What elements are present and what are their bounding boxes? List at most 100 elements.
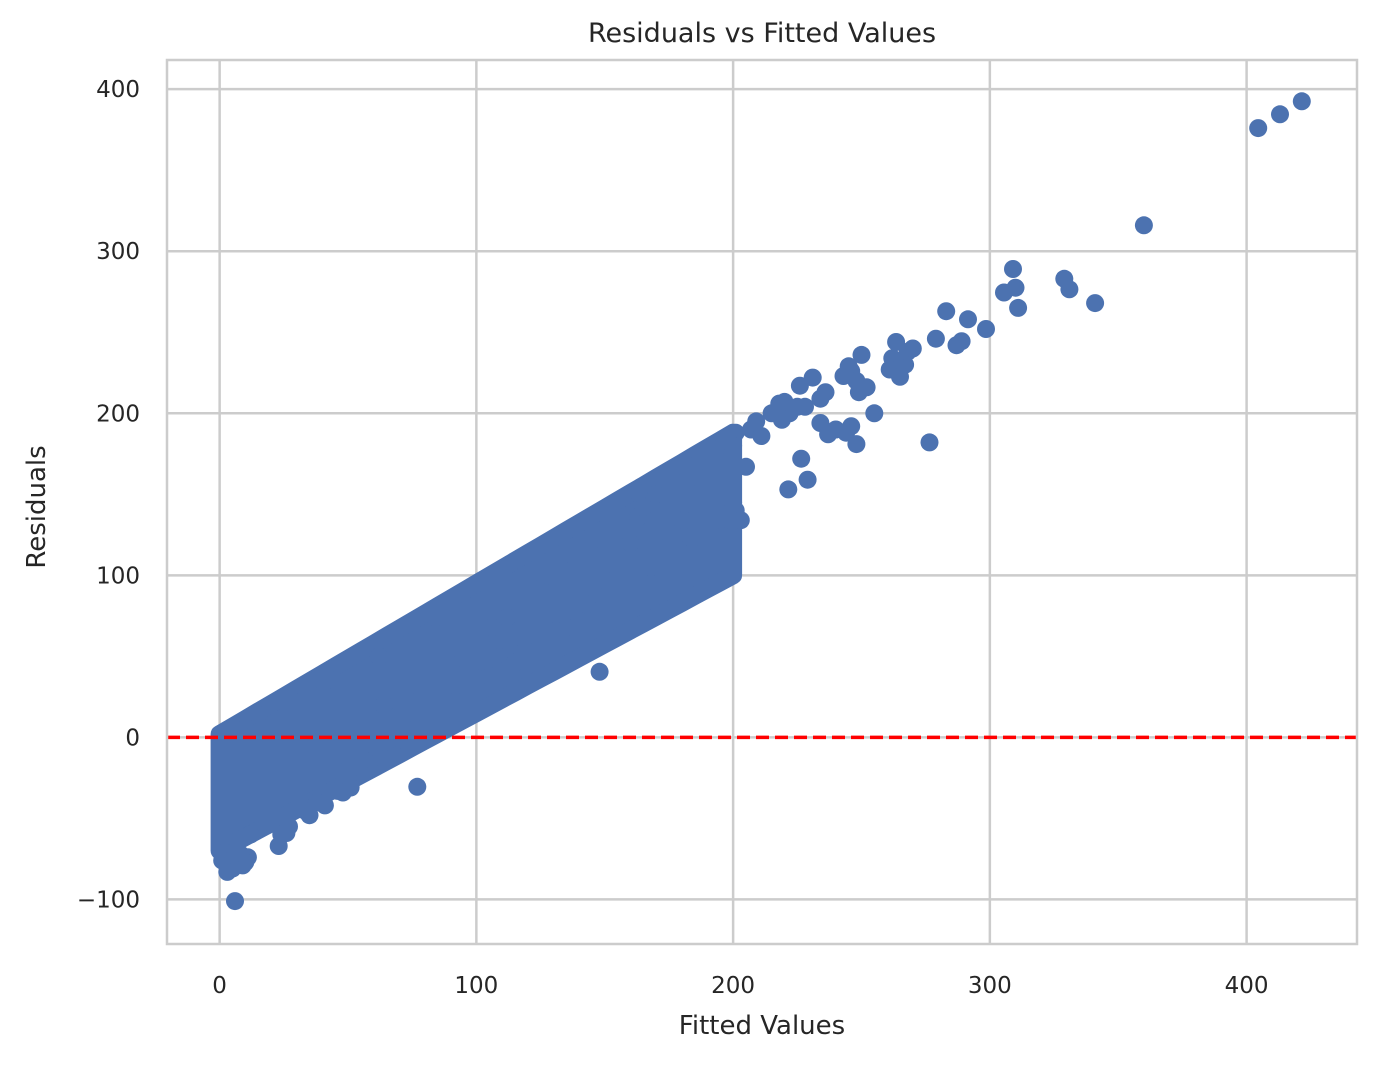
x-axis-title: Fitted Values (679, 1011, 845, 1041)
scatter-point (446, 676, 465, 695)
scatter-point (500, 555, 519, 573)
residual-band (210, 423, 743, 860)
scatter-point (590, 662, 609, 681)
x-tick-labels: 0 100 200 300 400 (212, 973, 1268, 999)
scatter-point (711, 452, 730, 471)
scatter-point (547, 605, 565, 624)
scatter-point (480, 666, 499, 685)
scatter-point (847, 371, 866, 390)
scatter-point (374, 696, 393, 714)
y-tick-label: 100 (96, 563, 140, 589)
y-tick-labels: −100 0 100 200 300 400 (77, 77, 140, 913)
scatter-point (724, 493, 743, 512)
scatter-point (796, 397, 814, 416)
scatter-point (798, 470, 817, 489)
scatter-point (847, 435, 866, 454)
scatter-point (677, 456, 696, 475)
scatter-point (308, 793, 327, 812)
scatter-point (779, 480, 798, 499)
scatter-point (436, 636, 455, 654)
scatter-point (336, 762, 355, 781)
scatter-point (213, 851, 232, 870)
scatter-point (634, 498, 653, 517)
scatter-point (1249, 119, 1268, 138)
scatter-point (326, 671, 345, 690)
scatter-point (426, 608, 445, 627)
x-tick-label: 100 (454, 973, 498, 999)
x-tick-label: 0 (212, 973, 227, 999)
scatter-point (662, 501, 681, 520)
scatter-point (1004, 260, 1022, 278)
scatter-point (1009, 298, 1028, 317)
scatter-point (926, 329, 945, 348)
scatter-point (920, 433, 939, 452)
scatter-point (482, 618, 501, 637)
scatter-point (852, 345, 871, 364)
scatter-point (595, 571, 614, 590)
scatter-point (557, 618, 576, 637)
scatter-point (359, 666, 378, 685)
scatter-point (652, 469, 671, 488)
scatter-point (649, 538, 668, 557)
y-tick-label: −100 (77, 887, 140, 913)
scatter-point (531, 579, 550, 598)
x-tick-label: 300 (968, 973, 1012, 999)
scatter-point (577, 512, 596, 531)
scatter-point (952, 332, 971, 351)
scatter-point (408, 777, 427, 796)
scatter-point (441, 655, 460, 674)
scatter-point (526, 543, 545, 562)
scatter-point (431, 683, 450, 701)
scatter-point (585, 546, 604, 565)
scatter-point (390, 721, 409, 740)
chart-title: Residuals vs Fitted Values (588, 18, 936, 49)
scatter-point (475, 574, 494, 593)
scatter-point (1292, 92, 1311, 111)
scatter-point (701, 506, 719, 525)
scatter-point (657, 561, 676, 580)
scatter-point (567, 555, 586, 573)
scatter-point (285, 692, 304, 711)
scatter-point (629, 483, 648, 502)
scatter-point (647, 485, 666, 504)
scatter-point (1060, 280, 1079, 299)
scatter-point (490, 631, 509, 650)
plot-area (167, 60, 1357, 944)
scatter-point (570, 585, 589, 604)
scatter-point (865, 404, 884, 423)
scatter-point (241, 825, 260, 844)
scatter-point (1086, 294, 1105, 313)
scatter-point (790, 376, 809, 395)
scatter-point (1134, 216, 1153, 235)
scatter-point (467, 679, 486, 698)
scatter-point (713, 527, 732, 546)
scatter-point (903, 339, 922, 358)
scatter-point (683, 543, 701, 562)
scatter-point (772, 410, 791, 429)
scatter-point (959, 310, 977, 329)
scatter-point (290, 790, 309, 808)
scatter-point (731, 511, 750, 530)
scatter-point (249, 705, 268, 724)
scatter-point (518, 626, 537, 645)
scatter-point (937, 302, 956, 321)
scatter-point (816, 383, 835, 402)
y-tick-label: 200 (96, 401, 140, 427)
scatter-point (523, 598, 542, 617)
scatter-point (792, 449, 811, 468)
scatter-point (498, 608, 517, 627)
y-axis-title: Residuals (22, 445, 52, 568)
scatter-point (811, 414, 830, 432)
scatter-point (226, 720, 244, 739)
scatter-point (444, 589, 463, 607)
scatter-point (703, 439, 722, 458)
plot-frame (165, 58, 1359, 946)
scatter-point (1271, 105, 1289, 124)
dense-point-cloud (210, 423, 743, 860)
scatter-point (452, 696, 470, 714)
scatter-point (226, 892, 244, 911)
scatter-point (737, 457, 755, 476)
scatter-point (552, 559, 571, 578)
